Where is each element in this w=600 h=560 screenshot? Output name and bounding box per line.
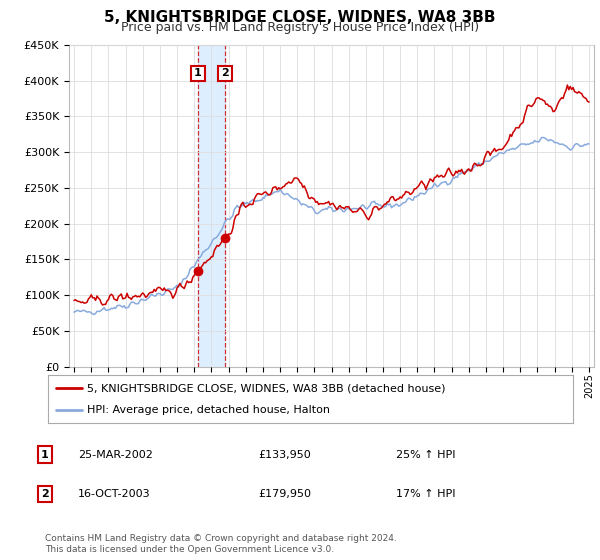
Text: 1: 1	[41, 450, 49, 460]
Text: 1: 1	[194, 68, 202, 78]
Text: 5, KNIGHTSBRIDGE CLOSE, WIDNES, WA8 3BB: 5, KNIGHTSBRIDGE CLOSE, WIDNES, WA8 3BB	[104, 10, 496, 25]
Text: 2: 2	[221, 68, 229, 78]
Text: 5, KNIGHTSBRIDGE CLOSE, WIDNES, WA8 3BB (detached house): 5, KNIGHTSBRIDGE CLOSE, WIDNES, WA8 3BB …	[88, 383, 446, 393]
Text: 16-OCT-2003: 16-OCT-2003	[78, 489, 151, 499]
Text: £179,950: £179,950	[258, 489, 311, 499]
Text: 25% ↑ HPI: 25% ↑ HPI	[396, 450, 455, 460]
Text: HPI: Average price, detached house, Halton: HPI: Average price, detached house, Halt…	[88, 405, 331, 415]
Text: £133,950: £133,950	[258, 450, 311, 460]
Text: 17% ↑ HPI: 17% ↑ HPI	[396, 489, 455, 499]
Text: Price paid vs. HM Land Registry's House Price Index (HPI): Price paid vs. HM Land Registry's House …	[121, 21, 479, 34]
Text: 2: 2	[41, 489, 49, 499]
Text: Contains HM Land Registry data © Crown copyright and database right 2024.
This d: Contains HM Land Registry data © Crown c…	[45, 534, 397, 554]
Text: 25-MAR-2002: 25-MAR-2002	[78, 450, 153, 460]
Bar	[198, 45, 225, 367]
